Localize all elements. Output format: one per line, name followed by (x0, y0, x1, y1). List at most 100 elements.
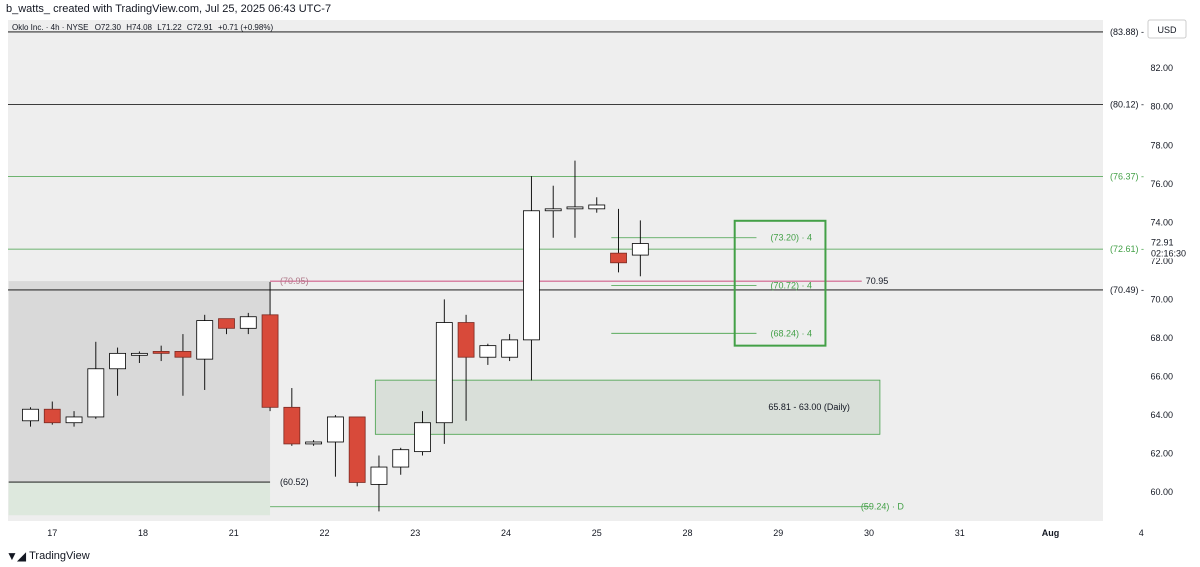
candle-body (435, 322, 453, 424)
candle[interactable] (457, 314, 475, 421)
legend-change: +0.71 (+0.98%) (218, 23, 273, 32)
candle[interactable] (370, 455, 388, 512)
candle[interactable] (65, 411, 83, 427)
candle[interactable] (566, 160, 584, 238)
y-tick-label: 66.00 (1150, 371, 1173, 381)
candle-body (544, 208, 562, 212)
zone-0 (8, 281, 271, 483)
legend-open: O72.30 (95, 23, 122, 32)
candle[interactable] (479, 343, 497, 365)
x-tick-label: 17 (47, 528, 57, 538)
candle[interactable] (414, 411, 431, 456)
last-price-bg (1149, 234, 1189, 259)
target-box[interactable] (733, 219, 827, 347)
legend-close: C72.91 (187, 23, 213, 32)
last-price-countdown: 02:16:30 (1151, 248, 1186, 258)
zones-layer (8, 281, 881, 516)
candle[interactable] (152, 345, 170, 362)
legend-high: H74.08 (126, 23, 152, 32)
segment-label: (59.24) · D (861, 502, 905, 512)
candle[interactable] (174, 334, 192, 396)
y-tick-label: 82.00 (1150, 63, 1173, 73)
tradingview-logo[interactable]: ▼◢ TradingView (6, 548, 90, 564)
candle-body (523, 210, 540, 341)
candle[interactable] (305, 440, 323, 446)
zone-1 (374, 379, 881, 435)
levels-layer (8, 31, 1103, 508)
candle-body (65, 416, 83, 424)
candle-body (588, 204, 606, 210)
y-tick-label: 76.00 (1150, 179, 1173, 189)
zone-label: 65.81 - 63.00 (Daily) (768, 402, 850, 412)
currency-badge[interactable]: USD (1147, 19, 1187, 39)
candle-body (414, 422, 431, 453)
candle[interactable] (392, 447, 410, 475)
x-tick-label: 30 (864, 528, 874, 538)
candle-body (566, 206, 584, 210)
segment-label: (70.72) · 4 (770, 281, 812, 291)
candle[interactable] (239, 312, 257, 335)
tradingview-logo-text: TradingView (29, 550, 90, 562)
segment-label: (73.20) · 4 (770, 233, 812, 243)
candle[interactable] (130, 351, 148, 363)
candle[interactable] (218, 318, 235, 335)
candle[interactable] (87, 341, 105, 419)
candle-body (239, 316, 257, 329)
candle[interactable] (631, 220, 649, 277)
candle[interactable] (261, 282, 279, 412)
candle-body (457, 322, 475, 358)
candle-body (348, 416, 366, 483)
time-axis: 17 18 21 22 23 24 25 28 29 30 31 Aug 4 (0, 521, 1200, 543)
x-tick-label: 29 (773, 528, 783, 538)
candle-body (326, 416, 344, 443)
x-tick-label: Aug (1042, 528, 1060, 538)
y-tick-label: 72.00 (1150, 256, 1173, 266)
y-tick-label: 80.00 (1150, 102, 1173, 112)
candle[interactable] (610, 208, 627, 273)
level-label: (83.88) - (1110, 27, 1144, 37)
candle-body (261, 314, 279, 408)
candle[interactable] (501, 334, 519, 362)
labels-layer: 65.81 - 63.00 (Daily) (83.88) - (80.12) - (… (280, 27, 1144, 512)
candle[interactable] (523, 176, 540, 381)
legend-low: L71.22 (157, 23, 182, 32)
candle-body (22, 408, 39, 422)
y-tick-label: 60.00 (1150, 487, 1173, 497)
axis-background (1103, 20, 1200, 521)
candle-body (305, 441, 323, 445)
candle[interactable] (435, 299, 453, 444)
candles-layer (22, 160, 649, 512)
level-label: (76.37) - (1110, 172, 1144, 182)
y-tick-label: 64.00 (1150, 410, 1173, 420)
candle-body (130, 352, 148, 356)
x-tick-label: 22 (320, 528, 330, 538)
candle-body (218, 318, 235, 329)
level-label: (80.12) - (1110, 99, 1144, 109)
y-tick-label: 78.00 (1150, 140, 1173, 150)
x-tick-label: 23 (410, 528, 420, 538)
candle[interactable] (326, 415, 344, 477)
candle[interactable] (283, 388, 301, 446)
segment-right-label: 70.95 (866, 276, 889, 286)
segment-label: (70.95) (280, 276, 309, 286)
candle-body (174, 351, 192, 358)
y-tick-label: 74.00 (1150, 217, 1173, 227)
x-tick-label: 24 (501, 528, 511, 538)
candle[interactable] (544, 185, 562, 238)
last-price-value: 72.91 (1151, 237, 1174, 247)
candle[interactable] (22, 407, 39, 427)
svg-text:Oklo Inc. · 4h · NYSE O7: Oklo Inc. · 4h · NYSE O72.30 H74.08 L71.… (12, 23, 273, 32)
y-tick-label: 62.00 (1150, 449, 1173, 459)
candle-body (43, 408, 61, 424)
candle-body (87, 368, 105, 418)
candle-body (501, 339, 519, 358)
candle[interactable] (109, 347, 126, 396)
symbol-legend: Oklo Inc. · 4h · NYSE O72.30 H74.08 L71.… (12, 23, 273, 32)
candle[interactable] (348, 416, 366, 487)
candle-body (196, 320, 214, 360)
candle[interactable] (588, 197, 606, 213)
candle[interactable] (196, 314, 214, 390)
candle[interactable] (43, 401, 61, 425)
